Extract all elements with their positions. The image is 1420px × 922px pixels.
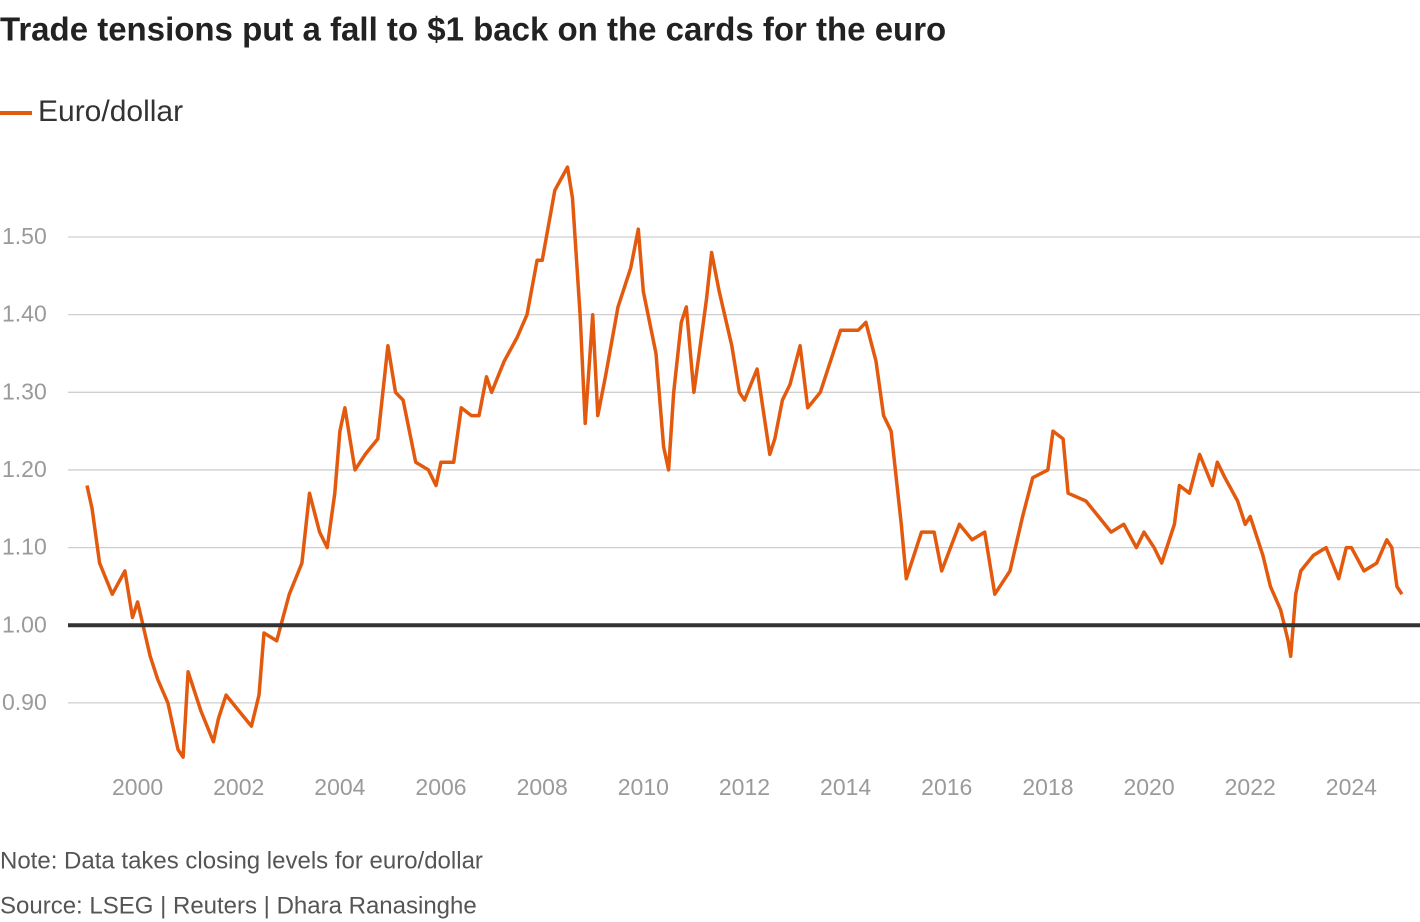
x-tick-label: 2022 <box>1225 774 1276 800</box>
x-tick-label: 2018 <box>1022 774 1073 800</box>
y-tick-label: 1.30 <box>2 378 47 404</box>
source: Source: LSEG | Reuters | Dhara Ranasingh… <box>0 892 477 919</box>
x-tick-label: 2024 <box>1326 774 1377 800</box>
x-tick-label: 2004 <box>314 774 365 800</box>
x-tick-label: 2020 <box>1123 774 1174 800</box>
y-tick-label: 1.20 <box>2 456 47 482</box>
x-tick-label: 2000 <box>112 774 163 800</box>
y-tick-label: 1.10 <box>2 534 47 560</box>
data-line <box>85 165 1404 759</box>
y-tick-label: 1.50 <box>2 223 47 249</box>
x-tick-label: 2008 <box>517 774 568 800</box>
x-tick-label: 2012 <box>719 774 770 800</box>
y-tick-label: 1.00 <box>2 611 47 637</box>
x-tick-label: 2002 <box>213 774 264 800</box>
note: Note: Data takes closing levels for euro… <box>0 847 483 874</box>
x-tick-label: 2006 <box>415 774 466 800</box>
x-tick-label: 2010 <box>618 774 669 800</box>
x-tick-label: 2016 <box>921 774 972 800</box>
y-tick-label: 1.40 <box>2 301 47 327</box>
x-tick-label: 2014 <box>820 774 871 800</box>
chart-title: Trade tensions put a fall to $1 back on … <box>0 11 946 48</box>
y-tick-label: 0.90 <box>2 689 47 715</box>
legend-label: Euro/dollar <box>38 95 183 128</box>
